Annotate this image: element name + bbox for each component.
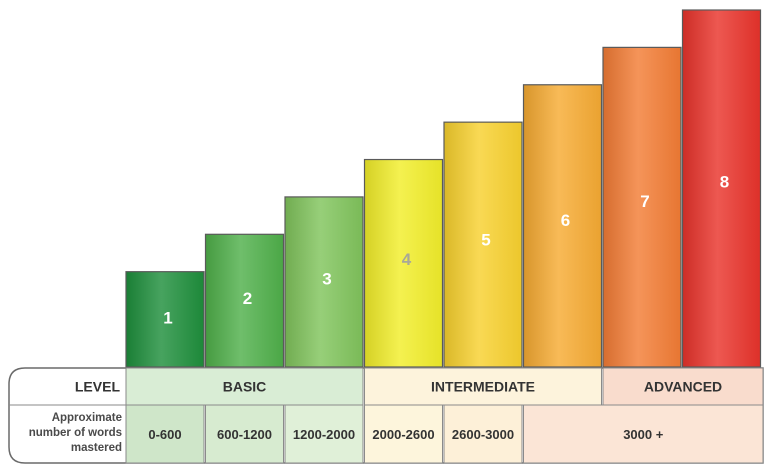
words-range-label: 3000 + xyxy=(623,427,664,442)
words-row-label-line: Approximate xyxy=(52,412,122,424)
bar-level-1 xyxy=(125,271,205,368)
bar-label-5: 5 xyxy=(481,231,490,250)
bar-label-8: 8 xyxy=(720,172,729,191)
words-range-cell xyxy=(125,404,205,464)
words-range-cell xyxy=(523,404,764,464)
words-range-cell xyxy=(443,404,523,464)
words-range-label: 0-600 xyxy=(148,427,181,442)
bar-label-6: 6 xyxy=(561,211,570,230)
words-range-cell xyxy=(364,404,443,464)
bar-level-2 xyxy=(204,233,285,368)
level-row-label: LEVEL xyxy=(75,379,121,395)
bar-level-5 xyxy=(443,121,523,368)
bar-level-4 xyxy=(363,158,444,368)
words-range-label: 1200-2000 xyxy=(293,427,355,442)
bar-level-6 xyxy=(522,84,603,368)
level-group-advanced xyxy=(602,367,764,406)
words-range-cell xyxy=(205,404,284,464)
level-group-basic xyxy=(125,367,364,406)
level-table: BASIC INTERMEDIATE ADVANCED 0-600 600-1200 12… xyxy=(8,367,764,464)
words-range-cell xyxy=(284,404,364,464)
level-group-label: ADVANCED xyxy=(644,379,722,395)
words-row-label-line: mastered xyxy=(71,442,122,454)
words-row-label-line: number of words xyxy=(29,427,122,439)
bar-level-3 xyxy=(284,196,364,368)
bar-label-7: 7 xyxy=(640,192,649,211)
bar-level-7 xyxy=(602,46,682,368)
bar-level-8 xyxy=(681,9,762,368)
bar-label-4: 4 xyxy=(402,250,412,269)
bar-label-1: 1 xyxy=(163,308,172,327)
bar-label-3: 3 xyxy=(322,270,331,289)
words-range-label: 2600-3000 xyxy=(452,427,514,442)
bars-group: 1 2 3 4 5 6 7 8 xyxy=(125,9,762,368)
words-range-label: 2000-2600 xyxy=(372,427,434,442)
words-range-label: 600-1200 xyxy=(217,427,272,442)
level-group-label: BASIC xyxy=(223,379,267,395)
level-group-label: INTERMEDIATE xyxy=(431,379,535,395)
bar-label-2: 2 xyxy=(243,289,252,308)
